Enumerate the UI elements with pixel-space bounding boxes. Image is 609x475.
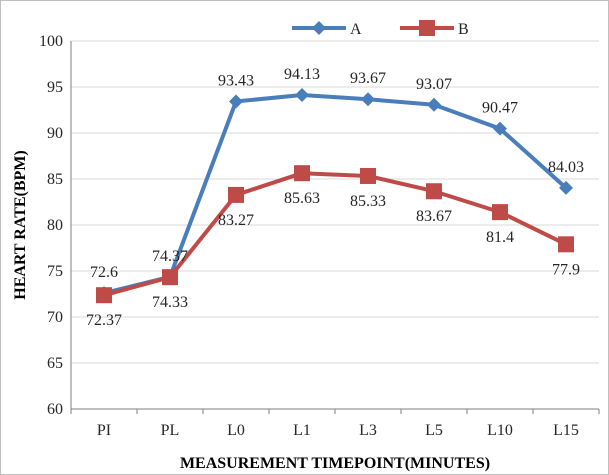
data-label-B: 83.27 — [218, 212, 254, 229]
data-label-B: 72.37 — [86, 312, 122, 329]
y-tick-label: 80 — [47, 217, 63, 234]
data-label-A: 93.43 — [218, 72, 254, 89]
series-line-B — [103, 171, 567, 298]
legend-marker-A — [312, 21, 326, 35]
gridlines — [71, 40, 599, 410]
series-group — [96, 88, 574, 304]
data-label-A: 90.47 — [482, 100, 518, 117]
data-label-B: 83.67 — [416, 208, 452, 225]
data-label-B: 77.9 — [552, 261, 580, 278]
data-point-B — [162, 269, 178, 286]
data-label-B: 85.63 — [284, 190, 320, 207]
data-point-B — [96, 287, 112, 304]
data-point-B — [558, 236, 574, 253]
x-tick-label: L3 — [359, 422, 377, 439]
x-tick-label: L0 — [227, 422, 245, 439]
y-tick-label: 70 — [47, 309, 63, 326]
data-label-A: 93.07 — [416, 76, 452, 93]
data-point-B — [426, 183, 442, 200]
data-label-A: 84.03 — [548, 159, 584, 176]
data-label-B: 81.4 — [486, 229, 514, 246]
legend-label-B: B — [458, 21, 469, 38]
x-tick-label: PI — [97, 422, 111, 439]
y-tick-label: 90 — [47, 125, 63, 142]
y-axis-title: HEART RATE(BPM) — [12, 150, 29, 300]
series-line-A — [103, 93, 568, 296]
data-labels: 72.6 74.37 93.43 94.13 93.67 93.07 90.47 84.03 7… — [86, 66, 584, 329]
data-point-A — [229, 94, 243, 109]
x-tick-label: L10 — [487, 422, 513, 439]
data-label-A: 74.37 — [152, 248, 188, 265]
y-tick-label: 85 — [47, 171, 63, 188]
y-tick-label: 65 — [47, 355, 63, 372]
x-tick-label: L15 — [553, 422, 579, 439]
data-point-A — [427, 97, 441, 112]
x-axis-title: MEASUREMENT TIMEPOINT(MINUTES) — [180, 455, 490, 472]
data-point-B — [360, 167, 376, 184]
legend-marker-B — [419, 20, 435, 36]
data-point-A — [361, 92, 375, 107]
data-point-B — [228, 186, 244, 203]
data-label-A: 72.6 — [90, 264, 118, 281]
data-label-A: 94.13 — [284, 66, 320, 83]
x-tick-label: PL — [161, 422, 180, 439]
y-tick-label: 100 — [39, 33, 63, 50]
data-point-A — [493, 121, 507, 136]
y-tick-label: 95 — [47, 79, 63, 96]
data-point-B — [294, 165, 310, 182]
x-tick-label: L1 — [293, 422, 311, 439]
data-point-A — [295, 88, 309, 103]
data-label-B: 85.33 — [350, 193, 386, 210]
data-point-B — [492, 204, 508, 221]
y-tick-label: 60 — [47, 401, 63, 418]
data-label-A: 93.67 — [350, 70, 386, 87]
axes: 60 65 70 75 80 85 90 95 100 PI PL L0 L1 L3 L5 L10 L15 — [39, 33, 600, 439]
y-tick-label: 75 — [47, 263, 63, 280]
x-tick-label: L5 — [425, 422, 443, 439]
data-label-B: 74.33 — [152, 294, 188, 311]
legend-label-A: A — [350, 21, 362, 38]
data-point-A — [559, 180, 573, 195]
